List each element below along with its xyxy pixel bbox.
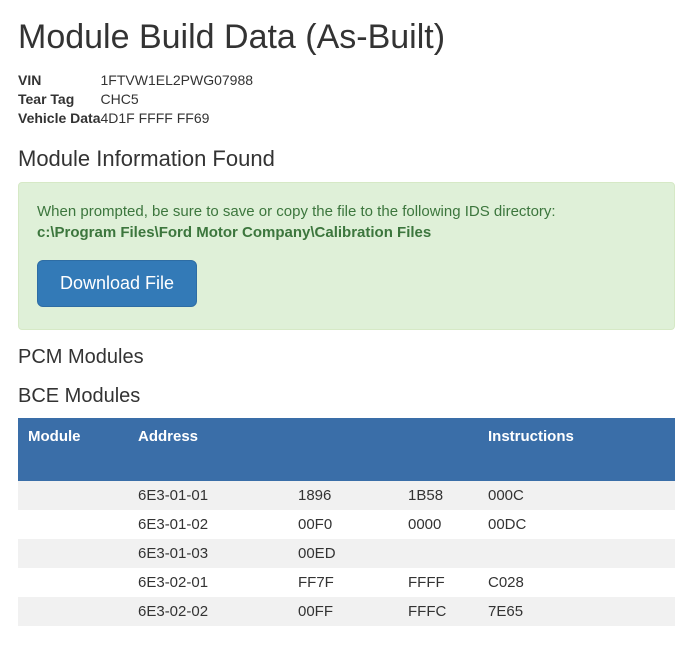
col-header-module: Module (18, 418, 128, 455)
cell-data2: FFFC (398, 597, 478, 626)
table-row: 6E3-01-0118961B58000C (18, 481, 675, 510)
teartag-label: Tear Tag (18, 90, 101, 109)
col-header-blank1 (288, 418, 398, 455)
cell-address: 6E3-01-01 (128, 481, 288, 510)
cell-data1: 00F0 (288, 510, 398, 539)
table-row: 6E3-02-0200FFFFFC7E65 (18, 597, 675, 626)
cell-module (18, 510, 128, 539)
download-file-button[interactable]: Download File (37, 260, 197, 307)
cell-data2: 1B58 (398, 481, 478, 510)
table-row: 6E3-01-0300ED (18, 539, 675, 568)
cell-module (18, 597, 128, 626)
cell-instructions (478, 539, 675, 568)
pcm-modules-heading: PCM Modules (18, 346, 675, 369)
cell-module (18, 539, 128, 568)
teartag-value: CHC5 (101, 90, 254, 109)
alert-directory-path: c:\Program Files\Ford Motor Company\Cali… (37, 224, 431, 241)
cell-module (18, 481, 128, 510)
bce-modules-table: Module Address Instructions 6E3-01-01189… (18, 418, 675, 626)
col-header-blank2 (398, 418, 478, 455)
cell-data2: 0000 (398, 510, 478, 539)
cell-address: 6E3-02-01 (128, 568, 288, 597)
cell-address: 6E3-01-02 (128, 510, 288, 539)
vin-label: VIN (18, 71, 101, 90)
cell-instructions: C028 (478, 568, 675, 597)
bce-modules-heading: BCE Modules (18, 385, 675, 408)
cell-data1: FF7F (288, 568, 398, 597)
cell-instructions: 7E65 (478, 597, 675, 626)
vehicledata-label: Vehicle Data (18, 109, 101, 128)
vehicle-meta: VIN 1FTVW1EL2PWG07988 Tear Tag CHC5 Vehi… (18, 71, 253, 128)
table-row-spacer (18, 455, 675, 481)
cell-data2 (398, 539, 478, 568)
cell-data1: 00ED (288, 539, 398, 568)
cell-data2: FFFF (398, 568, 478, 597)
cell-address: 6E3-02-02 (128, 597, 288, 626)
cell-instructions: 00DC (478, 510, 675, 539)
page-title: Module Build Data (As-Built) (18, 18, 675, 57)
alert-text-line1: When prompted, be sure to save or copy t… (37, 203, 556, 220)
col-header-address: Address (128, 418, 288, 455)
table-row: 6E3-01-0200F0000000DC (18, 510, 675, 539)
cell-data1: 1896 (288, 481, 398, 510)
table-row: 6E3-02-01FF7FFFFFC028 (18, 568, 675, 597)
cell-instructions: 000C (478, 481, 675, 510)
cell-data1: 00FF (288, 597, 398, 626)
vehicledata-value: 4D1F FFFF FF69 (101, 109, 254, 128)
vin-value: 1FTVW1EL2PWG07988 (101, 71, 254, 90)
cell-address: 6E3-01-03 (128, 539, 288, 568)
cell-module (18, 568, 128, 597)
col-header-instructions: Instructions (478, 418, 675, 455)
module-info-heading: Module Information Found (18, 146, 675, 172)
save-directory-alert: When prompted, be sure to save or copy t… (18, 182, 675, 331)
